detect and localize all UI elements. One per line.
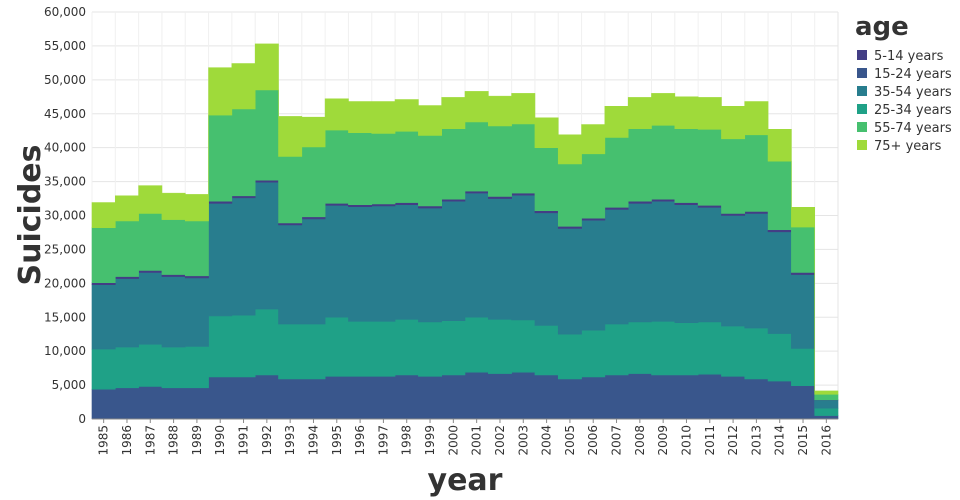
y-tick-label: 15,000 — [44, 310, 86, 324]
x-tick-label: 1991 — [237, 425, 251, 456]
x-tick-label: 1986 — [120, 425, 134, 456]
legend-swatch-15-24-years — [857, 68, 867, 78]
y-tick-label: 10,000 — [44, 344, 86, 358]
x-tick-label: 2006 — [586, 425, 600, 456]
area-layers — [91, 43, 839, 420]
x-axis-title: year — [428, 463, 503, 498]
x-tick-label: 2010 — [679, 425, 693, 456]
legend-title: age — [855, 12, 909, 42]
x-tick-label: 1992 — [260, 425, 274, 456]
x-tick-label: 1987 — [143, 425, 157, 456]
area-series-75-years — [91, 43, 839, 395]
x-tick-label: 2007 — [610, 425, 624, 456]
y-tick-label: 40,000 — [44, 141, 86, 155]
legend: age 5-14 years 15-24 years 35-54 years 25-3… — [855, 12, 952, 154]
x-tick-label: 2001 — [470, 425, 484, 456]
y-tick-label: 0 — [78, 412, 86, 426]
x-tick-label: 1993 — [283, 425, 297, 456]
legend-swatch-55-74-years — [857, 122, 867, 132]
x-tick-label: 1995 — [330, 425, 344, 456]
legend-label-25-34-years: 25-34 years — [874, 103, 952, 118]
legend-swatch-75-years — [857, 140, 867, 150]
y-axis-title: Suicides — [13, 145, 48, 286]
legend-label-75-years: 75+ years — [874, 139, 942, 154]
legend-label-55-74-years: 55-74 years — [874, 121, 952, 136]
y-tick-label: 20,000 — [44, 276, 86, 290]
y-tick-label: 25,000 — [44, 242, 86, 256]
legend-label-5-14-years: 5-14 years — [874, 49, 944, 64]
x-tick-label: 2009 — [656, 425, 670, 456]
x-tick-label: 2016 — [819, 425, 833, 456]
y-tick-label: 60,000 — [44, 5, 86, 19]
legend-swatch-5-14-years — [857, 50, 867, 60]
legend-label-15-24-years: 15-24 years — [874, 67, 952, 82]
y-tick-label: 45,000 — [44, 107, 86, 121]
x-tick-label: 2015 — [796, 425, 810, 456]
x-tick-label: 1990 — [213, 425, 227, 456]
y-tick-label: 5,000 — [52, 378, 86, 392]
x-tick-label: 1996 — [353, 425, 367, 456]
x-tick-label: 1998 — [400, 425, 414, 456]
y-tick-label: 30,000 — [44, 209, 86, 223]
x-tick-label: 2011 — [703, 425, 717, 456]
x-tick-label: 2004 — [540, 425, 554, 456]
x-tick-label: 1989 — [190, 425, 204, 456]
x-tick-label: 1988 — [167, 425, 181, 456]
x-tick-label: 1994 — [306, 425, 320, 456]
x-tick-label: 2000 — [446, 425, 460, 456]
legend-swatch-25-34-years — [857, 104, 867, 114]
y-axis: 0 5,000 10,000 15,000 20,000 25,000 30,000 35,0… — [44, 5, 86, 426]
x-axis: 1985 1986 1987 1988 1989 1990 1991 1992 1993 1994… — [92, 418, 838, 456]
y-tick-label: 35,000 — [44, 175, 86, 189]
x-tick-label: 1999 — [423, 425, 437, 456]
legend-swatch-35-54-years — [857, 86, 867, 96]
legend-label-35-54-years: 35-54 years — [874, 85, 952, 100]
x-tick-label: 2005 — [563, 425, 577, 456]
y-tick-label: 55,000 — [44, 39, 86, 53]
x-tick-label: 1985 — [97, 425, 111, 456]
x-tick-label: 2013 — [749, 425, 763, 456]
x-tick-label: 2002 — [493, 425, 507, 456]
y-tick-label: 50,000 — [44, 73, 86, 87]
x-tick-label: 2012 — [726, 425, 740, 456]
x-tick-label: 2003 — [516, 425, 530, 456]
x-tick-label: 1997 — [376, 425, 390, 456]
x-tick-label: 2008 — [633, 425, 647, 456]
x-tick-label: 2014 — [773, 425, 787, 456]
